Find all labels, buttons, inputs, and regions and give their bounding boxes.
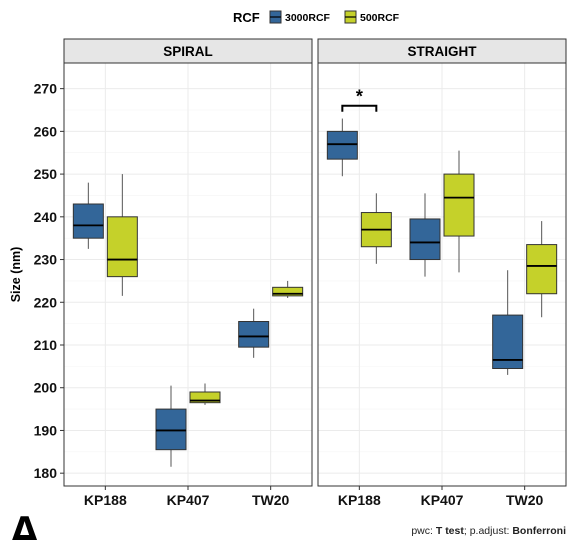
y-tick-label: 270 bbox=[34, 81, 58, 97]
caption-part-caption-prefix-2: ; p.adjust: bbox=[464, 525, 512, 537]
series-3000rcf bbox=[326, 118, 524, 375]
boxplot-3000rcf-kp407 bbox=[155, 385, 187, 467]
boxplot-500rcf-kp188 bbox=[106, 174, 138, 296]
panel-letter: A bbox=[8, 506, 41, 540]
series-500rcf bbox=[106, 174, 304, 405]
y-tick-label: 230 bbox=[34, 252, 58, 268]
y-tick-label: 190 bbox=[34, 422, 58, 438]
gridlines bbox=[64, 63, 312, 486]
box-iqr bbox=[272, 286, 304, 297]
boxplot-500rcf-kp407 bbox=[443, 150, 475, 273]
y-tick-label: 200 bbox=[34, 380, 58, 396]
gridlines bbox=[318, 63, 566, 486]
caption-part-caption-method: Bonferroni bbox=[512, 525, 566, 537]
y-axis: 180 190 200 210 220 230 240 250 260 270 bbox=[34, 81, 64, 481]
facet-straight: STRAIGHT * KP188 KP407 TW20 bbox=[317, 38, 567, 508]
caption-part-caption-test: T test bbox=[436, 525, 465, 537]
box-iqr bbox=[238, 321, 270, 348]
boxplot-500rcf-tw20 bbox=[526, 221, 558, 318]
significance-bracket: * bbox=[341, 87, 378, 112]
boxplot-3000rcf-tw20 bbox=[492, 270, 524, 375]
y-tick-label: 250 bbox=[34, 166, 58, 182]
series-3000rcf bbox=[72, 182, 270, 467]
facet-strip bbox=[63, 38, 313, 64]
boxplot-3000rcf-kp188 bbox=[72, 182, 104, 249]
y-tick-label: 210 bbox=[34, 337, 58, 353]
x-tick-label: KP188 bbox=[84, 492, 127, 508]
y-axis-label: Size (nm) bbox=[9, 247, 23, 303]
x-tick-label: KP407 bbox=[421, 492, 464, 508]
facet-title: SPIRAL bbox=[163, 44, 213, 59]
box-iqr bbox=[326, 130, 358, 160]
legend-label: 3000RCF bbox=[285, 12, 331, 24]
x-tick-label: TW20 bbox=[506, 492, 544, 508]
box-iqr bbox=[72, 203, 104, 239]
x-axis: KP188 KP407 TW20 bbox=[84, 486, 290, 508]
y-tick-label: 180 bbox=[34, 465, 58, 481]
boxplot-3000rcf-kp407 bbox=[409, 193, 441, 277]
y-tick-label: 240 bbox=[34, 209, 58, 225]
significance-label: * bbox=[356, 87, 363, 107]
stats-caption: pwc: T test; p.adjust: Bonferroni bbox=[411, 525, 566, 537]
x-tick-label: TW20 bbox=[252, 492, 290, 508]
facet-title: STRAIGHT bbox=[408, 44, 478, 59]
legend-item-500rcf: 500RCF bbox=[344, 10, 400, 24]
boxplot-3000rcf-kp188 bbox=[326, 118, 358, 177]
x-tick-label: KP407 bbox=[167, 492, 210, 508]
legend-title: RCF bbox=[233, 10, 260, 25]
legend-item-3000rcf: 3000RCF bbox=[269, 10, 331, 24]
bracket-line bbox=[341, 104, 378, 112]
box-iqr bbox=[106, 216, 138, 278]
y-tick-label: 260 bbox=[34, 123, 58, 139]
boxplot-500rcf-kp188 bbox=[360, 193, 392, 264]
boxplot-500rcf-kp407 bbox=[189, 383, 221, 405]
x-tick-label: KP188 bbox=[338, 492, 381, 508]
box-iqr bbox=[189, 391, 221, 404]
box-iqr bbox=[155, 408, 187, 451]
caption-part-caption-prefix-1: pwc: bbox=[411, 525, 436, 537]
box-iqr bbox=[526, 244, 558, 295]
box-iqr bbox=[409, 218, 441, 261]
series-500rcf bbox=[360, 150, 558, 318]
boxplot-3000rcf-tw20 bbox=[238, 308, 270, 358]
facet-spiral: SPIRAL KP188 KP407 TW20 bbox=[63, 38, 313, 508]
box-iqr bbox=[443, 173, 475, 237]
boxplot-500rcf-tw20 bbox=[272, 280, 304, 298]
x-axis: KP188 KP407 TW20 bbox=[338, 486, 544, 508]
legend-label: 500RCF bbox=[360, 12, 400, 24]
y-tick-label: 220 bbox=[34, 294, 58, 310]
